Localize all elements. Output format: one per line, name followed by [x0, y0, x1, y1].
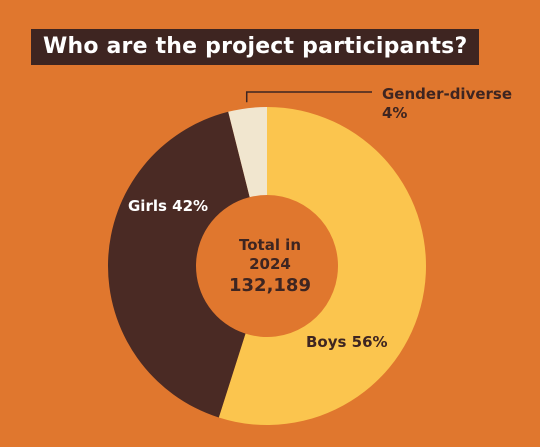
slice-label-gender-diverse: Gender-diverse — [382, 85, 512, 103]
slice-gender-diverse — [228, 107, 267, 198]
slice-label-girls: Girls 42% — [128, 197, 208, 215]
slice-girls — [107, 111, 250, 418]
center-label-line1: Total in — [239, 236, 301, 254]
center-label-year: 2024 — [249, 255, 291, 273]
center-total: 132,189 — [229, 275, 311, 296]
slice-boys — [218, 107, 426, 426]
chart-title: Who are the project participants? — [31, 29, 480, 65]
slice-label-boys: Boys 56% — [306, 333, 388, 351]
gender-diverse-leader-line — [245, 91, 372, 103]
slice-label-gender-diverse-pct: 4% — [382, 104, 407, 122]
